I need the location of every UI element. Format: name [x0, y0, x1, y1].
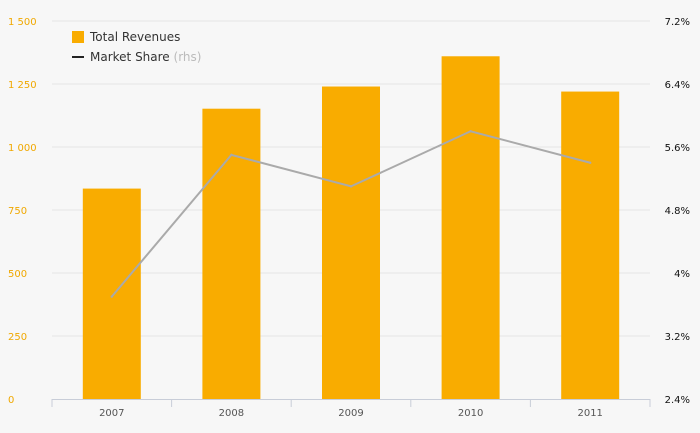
y-right-tick-label: 4%: [674, 269, 690, 280]
x-tick-label: 2009: [338, 408, 363, 419]
y-left-tick-label: 1 000: [8, 143, 37, 154]
bar: [82, 188, 141, 399]
x-tick-label: 2007: [99, 408, 124, 419]
bar: [561, 91, 620, 399]
y-right-tick-label: 6.4%: [665, 80, 690, 91]
bar: [322, 86, 380, 400]
x-tick-label: 2011: [577, 408, 602, 419]
legend-label-total-revenues: Total Revenues: [90, 30, 181, 44]
y-left-tick-label: 0: [8, 395, 14, 406]
x-tick-label: 2010: [458, 408, 483, 419]
y-left-tick-label: 500: [8, 269, 27, 280]
legend-label-market-share: Market Share: [90, 50, 170, 64]
y-left-tick-label: 1 250: [8, 80, 37, 91]
y-right-tick-label: 2.4%: [665, 395, 690, 406]
line-point: [469, 130, 472, 133]
x-tick-label: 2008: [219, 408, 244, 419]
y-left-tick-label: 750: [8, 206, 27, 217]
y-right-tick-label: 5.6%: [665, 143, 690, 154]
legend-item-total-revenues: Total Revenues: [72, 27, 201, 47]
y-right-tick-label: 4.8%: [665, 206, 690, 217]
line-point: [110, 295, 114, 298]
legend-rhs-note: (rhs): [173, 50, 202, 64]
bar-swatch-icon: [72, 31, 84, 43]
bar: [441, 56, 500, 399]
y-left-tick-label: 1 500: [8, 17, 37, 28]
y-left-tick-label: 250: [8, 332, 27, 343]
line-point: [349, 185, 353, 188]
y-right-tick-label: 7.2%: [665, 17, 690, 28]
y-right-tick-label: 3.2%: [665, 332, 690, 343]
line-point: [589, 161, 592, 164]
legend-item-market-share: Market Share (rhs): [72, 47, 201, 67]
line-swatch-icon: [72, 56, 84, 58]
bar: [202, 108, 261, 400]
legend: Total Revenues Market Share (rhs): [72, 27, 201, 67]
line-point: [230, 153, 233, 157]
